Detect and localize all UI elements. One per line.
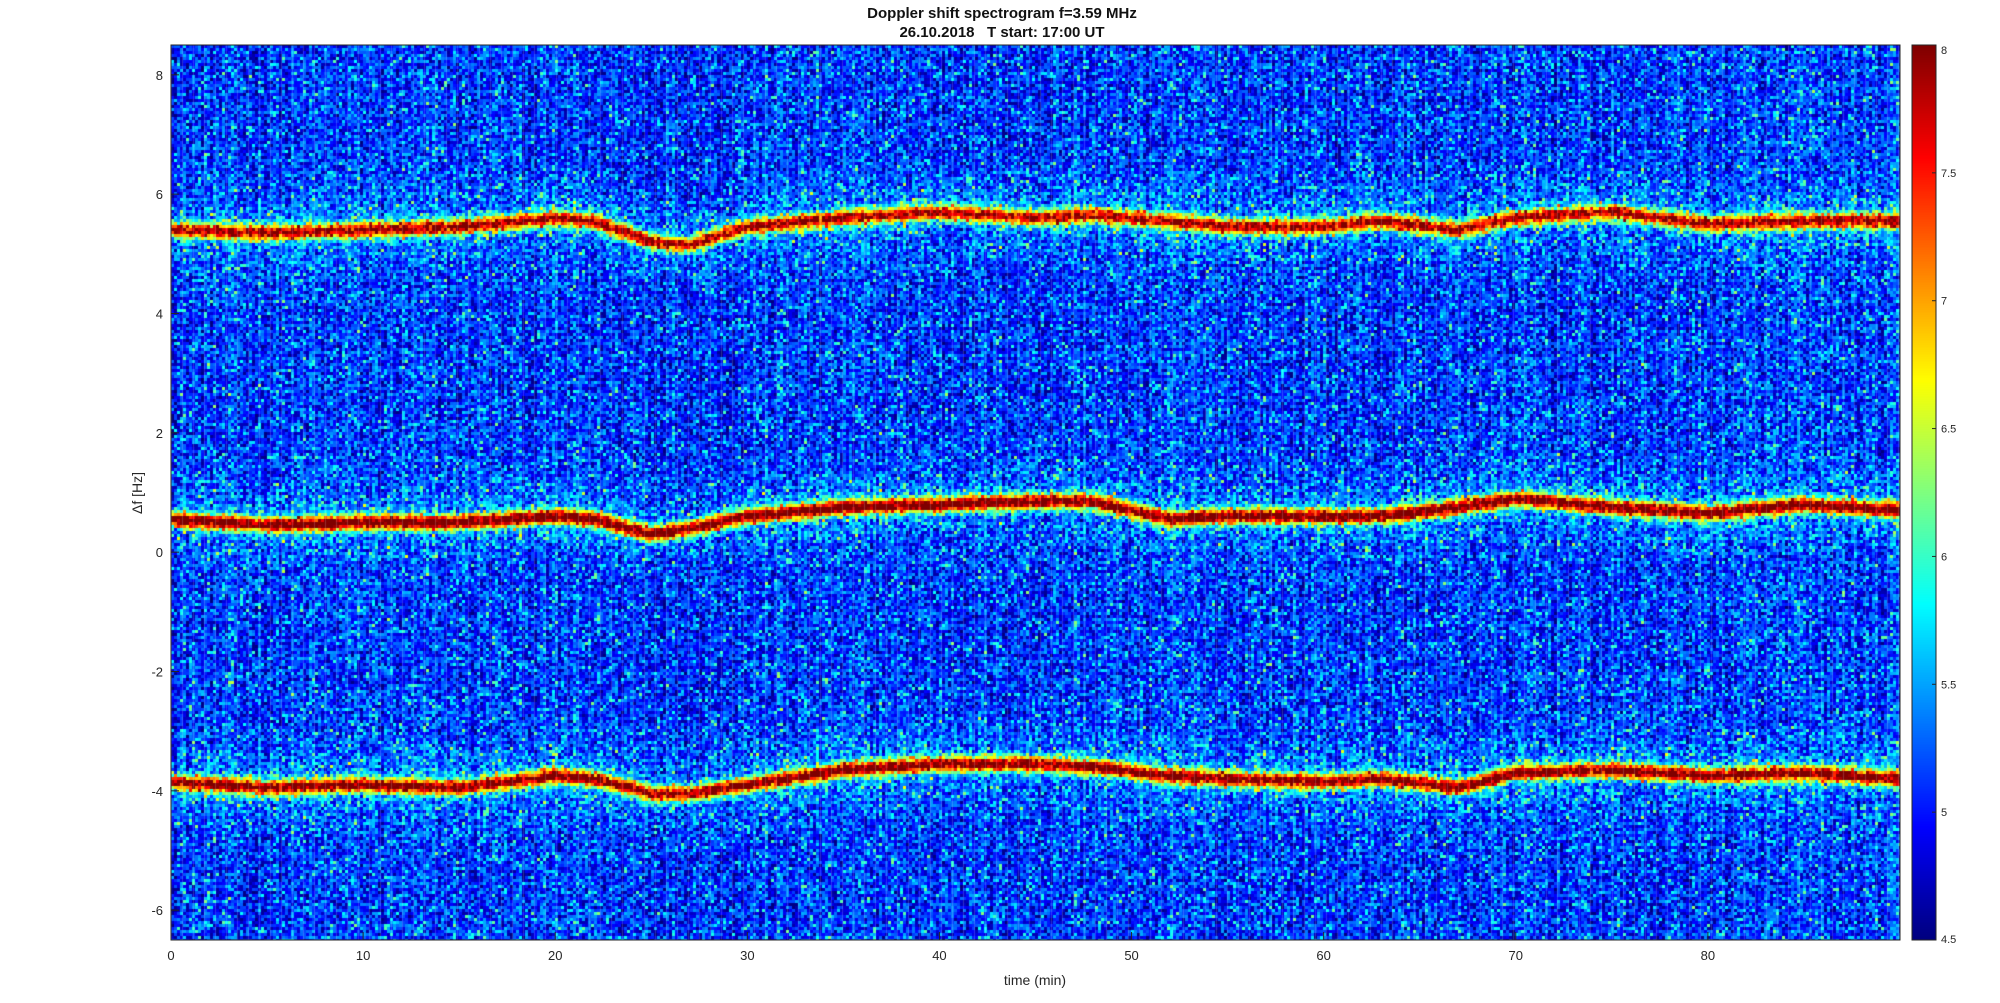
x-tick-label: 0 bbox=[167, 948, 174, 963]
y-tick-label: 6 bbox=[156, 187, 163, 202]
y-tick-label: 0 bbox=[156, 545, 163, 560]
plot-frame bbox=[170, 44, 1901, 941]
y-tick-label: 4 bbox=[156, 307, 163, 322]
colorbar-frame bbox=[1911, 44, 1937, 941]
colorbar-tick-label: 6 bbox=[1941, 551, 1947, 563]
chart-title: Doppler shift spectrogram f=3.59 MHz bbox=[867, 5, 1137, 22]
colorbar-tick-label: 7 bbox=[1941, 296, 1947, 308]
x-tick-label: 80 bbox=[1701, 948, 1715, 963]
x-tick-label: 40 bbox=[932, 948, 946, 963]
y-tick-label: 8 bbox=[156, 68, 163, 83]
x-tick-label: 30 bbox=[740, 948, 754, 963]
x-tick-label: 10 bbox=[356, 948, 370, 963]
colorbar-tick-label: 5.5 bbox=[1941, 679, 1956, 691]
x-tick-label: 20 bbox=[548, 948, 562, 963]
colorbar-gradient bbox=[1912, 45, 1936, 940]
colorbar-tick-label: 4.5 bbox=[1941, 934, 1956, 946]
colorbar-tick-label: 6.5 bbox=[1941, 424, 1956, 436]
x-tick-label: 70 bbox=[1509, 948, 1523, 963]
colorbar-tick-label: 8 bbox=[1941, 45, 1947, 57]
y-tick-label: 2 bbox=[156, 426, 163, 441]
plot-area bbox=[170, 44, 1901, 941]
x-tick-label: 50 bbox=[1124, 948, 1138, 963]
x-axis: 0 10 20 30 40 50 60 70 80 bbox=[167, 932, 1715, 963]
chart-subtitle: 26.10.2018 T start: 17:00 UT bbox=[899, 24, 1104, 41]
colorbar-tick-label: 5 bbox=[1941, 807, 1947, 819]
y-tick-label: -6 bbox=[151, 903, 163, 918]
y-tick-label: -4 bbox=[151, 784, 163, 799]
colorbar-tick-label: 7.5 bbox=[1941, 168, 1956, 180]
colorbar-ticks: 4.5 5 5.5 6 6.5 7 7.5 8 bbox=[1932, 44, 1956, 946]
colorbar: 4.5 5 5.5 6 6.5 7 7.5 8 bbox=[1911, 44, 1956, 946]
x-tick-label: 60 bbox=[1316, 948, 1330, 963]
y-axis-label: Δf [Hz] bbox=[129, 472, 145, 514]
x-axis-label: time (min) bbox=[1004, 972, 1066, 988]
heatmap-image bbox=[171, 45, 1900, 940]
y-tick-label: -2 bbox=[151, 665, 163, 680]
y-axis: -6 -4 -2 0 2 4 6 8 bbox=[151, 68, 179, 918]
